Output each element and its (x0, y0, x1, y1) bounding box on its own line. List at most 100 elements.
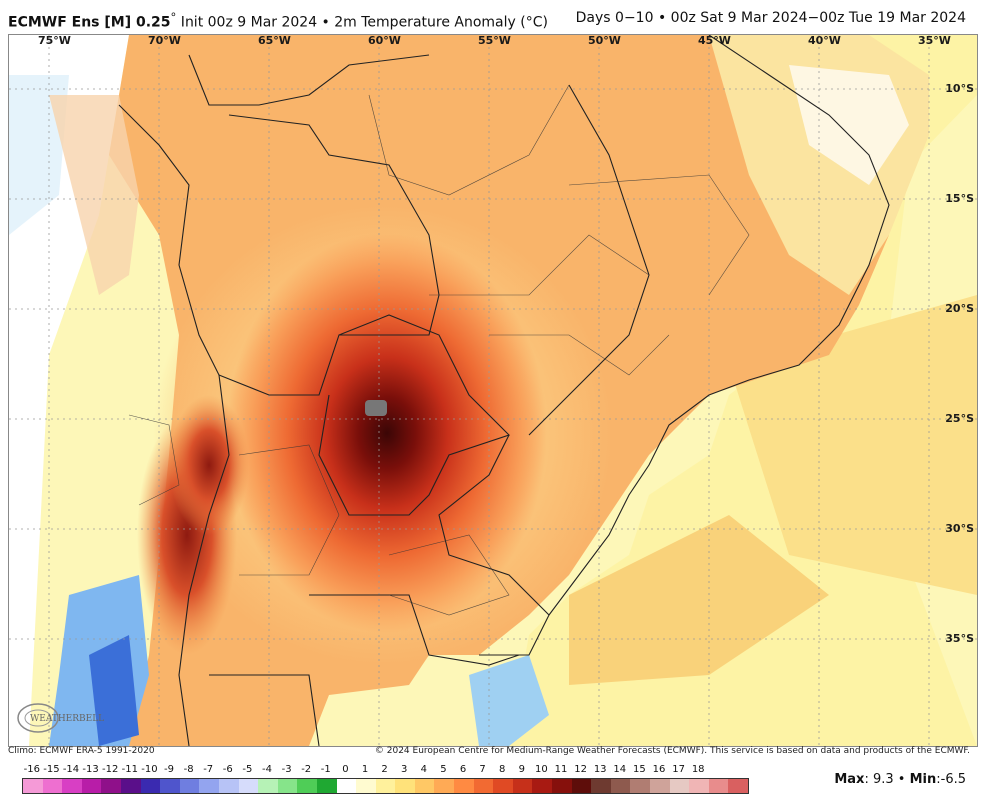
colorbar-swatch (532, 779, 553, 793)
colorbar-swatch (571, 779, 592, 793)
lat-label-25s: 25°S (945, 412, 974, 425)
lon-label-35w: 35°W (918, 34, 951, 47)
stats-separator: • (893, 772, 910, 787)
colorbar-swatch (316, 779, 337, 793)
lon-label-75w: 75°W (38, 34, 71, 47)
lat-label-35s: 35°S (945, 632, 974, 645)
colorbar-swatch (512, 779, 533, 793)
colorbar-swatch (297, 779, 317, 793)
colorbar-swatch (689, 779, 709, 793)
header: ECMWF Ens [M] 0.25° Init 00z 9 Mar 2024 … (0, 0, 984, 34)
colorbar-tick-label: -15 (43, 764, 60, 775)
lake-marker (365, 400, 387, 416)
colorbar-swatch (650, 779, 670, 793)
anomaly-map (9, 35, 977, 746)
colorbar-tick-label: 16 (652, 764, 666, 775)
colorbar (22, 778, 749, 794)
colorbar-swatch (140, 779, 161, 793)
colorbar-tick-label: 17 (672, 764, 685, 775)
colorbar-swatch (179, 779, 200, 793)
colorbar-swatch (610, 779, 631, 793)
title-left: ECMWF Ens [M] 0.25° Init 00z 9 Mar 2024 … (8, 10, 548, 31)
colorbar-tick-label: -12 (102, 764, 119, 775)
colorbar-tick-label: 7 (479, 764, 486, 775)
colorbar-swatch (101, 779, 121, 793)
colorbar-swatch (473, 779, 494, 793)
colorbar-swatch (81, 779, 102, 793)
max-value: 9.3 (872, 772, 894, 787)
colorbar-swatch (414, 779, 435, 793)
colorbar-tick-label: -10 (141, 764, 158, 775)
colorbar-swatch (630, 779, 650, 793)
colorbar-tick-label: -4 (262, 764, 272, 775)
colorbar-tick-label: -6 (222, 764, 233, 775)
min-value: -6.5 (940, 772, 966, 787)
colorbar-swatch (708, 779, 729, 793)
colorbar-tick-label: 2 (381, 764, 388, 775)
map-panel[interactable] (8, 34, 978, 747)
colorbar-tick-label: 12 (574, 764, 587, 775)
colorbar-swatch (258, 779, 278, 793)
colorbar-tick-label: -1 (320, 764, 331, 775)
colorbar-tick-label: -7 (203, 764, 214, 775)
colorbar-swatch (277, 779, 298, 793)
colorbar-swatch (120, 779, 141, 793)
colorbar-swatch (434, 779, 455, 793)
colorbar-swatch (493, 779, 513, 793)
colorbar-tick-label: -2 (301, 764, 312, 775)
colorbar-swatch (375, 779, 396, 793)
colorbar-tick-label: -5 (242, 764, 253, 775)
colorbar-tick-label: 3 (401, 764, 408, 775)
map-title: Init 00z 9 Mar 2024 • 2m Temperature Ano… (176, 14, 548, 31)
lon-label-40w: 40°W (808, 34, 841, 47)
colorbar-swatch (454, 779, 474, 793)
min-label: Min (909, 772, 937, 787)
colorbar-tick-label: -11 (121, 764, 138, 775)
colorbar-tick-label: 11 (554, 764, 568, 775)
lon-label-70w: 70°W (148, 34, 181, 47)
lon-label-65w: 65°W (258, 34, 291, 47)
colorbar-tick-label: -13 (82, 764, 99, 775)
forecast-period: Days 0−10 • 00z Sat 9 Mar 2024−00z Tue 1… (575, 10, 966, 26)
colorbar-swatch (552, 779, 572, 793)
colorbar-swatch (199, 779, 219, 793)
colorbar-swatch (728, 779, 748, 793)
climo-note: Climo: ECMWF ERA-5 1991-2020 (8, 746, 155, 756)
colorbar-swatch (238, 779, 259, 793)
colorbar-tick-label: 18 (691, 764, 705, 775)
colorbar-swatch (336, 779, 357, 793)
colorbar-swatch (669, 779, 690, 793)
logo-text: WEATHERBELL (30, 714, 104, 724)
colorbar-tick-label: 0 (342, 764, 349, 775)
colorbar-swatch (356, 779, 376, 793)
colorbar-tick-label: 8 (499, 764, 506, 775)
max-label: Max (834, 772, 865, 787)
colorbar-tick-label: -8 (183, 764, 194, 775)
colorbar-tick-label: 6 (459, 764, 467, 775)
colorbar-swatch (591, 779, 611, 793)
lat-label-20s: 20°S (945, 302, 974, 315)
colorbar-swatch (42, 779, 63, 793)
colorbar-tick-label: -14 (62, 764, 80, 775)
colorbar-tick-label: 4 (420, 764, 427, 775)
lat-label-10s: 10°S (945, 82, 974, 95)
colorbar-swatch (23, 779, 43, 793)
stats: Max: 9.3 • Min:-6.5 (834, 772, 966, 787)
colorbar-swatch (218, 779, 239, 793)
lon-label-60w: 60°W (368, 34, 401, 47)
lat-label-30s: 30°S (945, 522, 974, 535)
colorbar-swatch (160, 779, 180, 793)
colorbar-tick-label: 1 (361, 764, 369, 775)
colorbar-tick-label: 14 (613, 764, 627, 775)
colorbar-swatch (395, 779, 415, 793)
lon-label-45w: 45°W (698, 34, 731, 47)
colorbar-tick-label: 10 (535, 764, 548, 775)
lon-label-50w: 50°W (588, 34, 621, 47)
colorbar-swatch (62, 779, 82, 793)
model-name: ECMWF Ens [M] 0.25 (8, 14, 171, 31)
colorbar-tick-label: -9 (164, 764, 174, 775)
weatherbell-logo: WEATHERBELL (17, 703, 104, 733)
copyright-note: © 2024 European Centre for Medium-Range … (374, 746, 970, 756)
colorbar-tick-label: 15 (633, 764, 646, 775)
colorbar-tick-label: 5 (440, 764, 447, 775)
